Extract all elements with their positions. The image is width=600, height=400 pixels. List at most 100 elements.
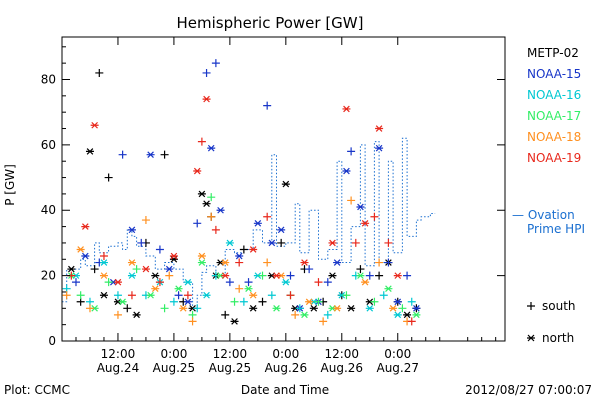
data-point <box>216 206 225 214</box>
data-point <box>347 147 356 156</box>
legend-ovation-line2: Prime HPI <box>527 222 585 236</box>
data-point <box>263 101 272 110</box>
x-axis-label: Date and Time <box>241 383 329 397</box>
data-point <box>118 298 127 306</box>
data-point <box>253 220 262 227</box>
data-point <box>211 225 220 234</box>
legend-entry-metp-02: METP-02 <box>527 46 579 60</box>
data-point <box>333 259 342 266</box>
data-point <box>272 272 281 279</box>
axes: 02040608012:00Aug.240:00Aug.2512:00Aug.2… <box>41 36 506 375</box>
data-point <box>263 258 272 267</box>
series-noaa-15 <box>71 59 421 312</box>
data-point <box>76 246 85 253</box>
data-point <box>347 305 356 312</box>
data-point <box>155 245 164 254</box>
x-tick-time: 0:00 <box>272 347 299 361</box>
data-point <box>323 310 332 319</box>
data-point <box>272 305 281 312</box>
data-point <box>197 137 206 146</box>
legend-entry-noaa-18: NOAA-18 <box>527 130 581 144</box>
data-point <box>90 265 99 274</box>
data-point <box>221 259 230 266</box>
data-point <box>207 193 216 202</box>
legend-entry-noaa-16: NOAA-16 <box>527 88 581 102</box>
data-point <box>76 291 85 300</box>
data-point <box>239 245 248 254</box>
data-point <box>319 317 328 326</box>
data-point <box>365 271 374 280</box>
data-point <box>407 297 416 306</box>
data-point <box>361 220 370 227</box>
north-marker <box>527 334 535 342</box>
data-point <box>81 223 90 230</box>
data-point <box>235 252 244 260</box>
south-marker-label: south <box>542 299 576 313</box>
chart-title: Hemispheric Power [GW] <box>177 14 364 32</box>
data-point <box>314 297 323 306</box>
data-point <box>221 272 230 279</box>
data-point <box>99 272 108 279</box>
data-point <box>151 285 160 293</box>
data-point <box>300 311 309 319</box>
data-point <box>384 238 393 247</box>
data-point <box>281 278 290 286</box>
data-point <box>155 278 164 287</box>
data-point <box>221 310 230 319</box>
data-point <box>67 265 76 273</box>
data-point <box>356 265 365 274</box>
data-point <box>244 285 253 293</box>
data-point <box>230 297 239 306</box>
x-tick-date: Aug.26 <box>265 361 308 375</box>
data-point <box>235 284 244 293</box>
legend-entry-noaa-19: NOAA-19 <box>527 151 581 165</box>
y-tick-label: 0 <box>48 334 56 348</box>
data-point <box>127 259 136 266</box>
data-point <box>183 291 192 300</box>
data-point <box>365 305 374 312</box>
data-point <box>146 151 155 158</box>
data-point <box>403 271 412 280</box>
data-point <box>393 311 402 319</box>
data-point <box>99 252 108 261</box>
data-point <box>356 272 365 279</box>
data-point <box>309 305 318 312</box>
data-point <box>104 173 113 182</box>
data-point <box>183 298 192 306</box>
series-metp-02 <box>67 68 421 325</box>
x-tick-time: 0:00 <box>160 347 187 361</box>
data-point <box>300 259 309 266</box>
data-point <box>169 297 178 306</box>
y-tick-label: 60 <box>41 138 56 152</box>
data-point <box>132 265 141 274</box>
data-point <box>398 304 407 313</box>
data-point <box>351 238 360 247</box>
data-point <box>118 150 127 159</box>
data-point <box>71 278 80 287</box>
data-point <box>81 252 90 260</box>
data-point <box>132 311 141 319</box>
series-noaa-18 <box>62 196 412 326</box>
data-point <box>412 311 421 319</box>
x-tick-date: Aug.24 <box>97 361 140 375</box>
legend-entry-noaa-15: NOAA-15 <box>527 67 581 81</box>
data-point <box>160 304 169 313</box>
data-point <box>197 252 206 260</box>
data-point <box>113 291 122 300</box>
data-point <box>342 167 351 175</box>
data-point <box>113 278 122 286</box>
data-point <box>188 317 197 326</box>
data-point <box>281 180 290 188</box>
data-point <box>169 252 178 260</box>
data-point <box>249 291 258 299</box>
x-tick-time: 0:00 <box>384 347 411 361</box>
data-point <box>193 304 202 313</box>
series-noaa-19 <box>67 95 416 326</box>
plot-area <box>62 59 436 326</box>
data-point <box>90 121 99 129</box>
data-point <box>160 150 169 159</box>
data-point <box>202 291 211 299</box>
y-tick-label: 20 <box>41 269 56 283</box>
data-point <box>305 265 314 274</box>
data-point <box>183 278 192 286</box>
